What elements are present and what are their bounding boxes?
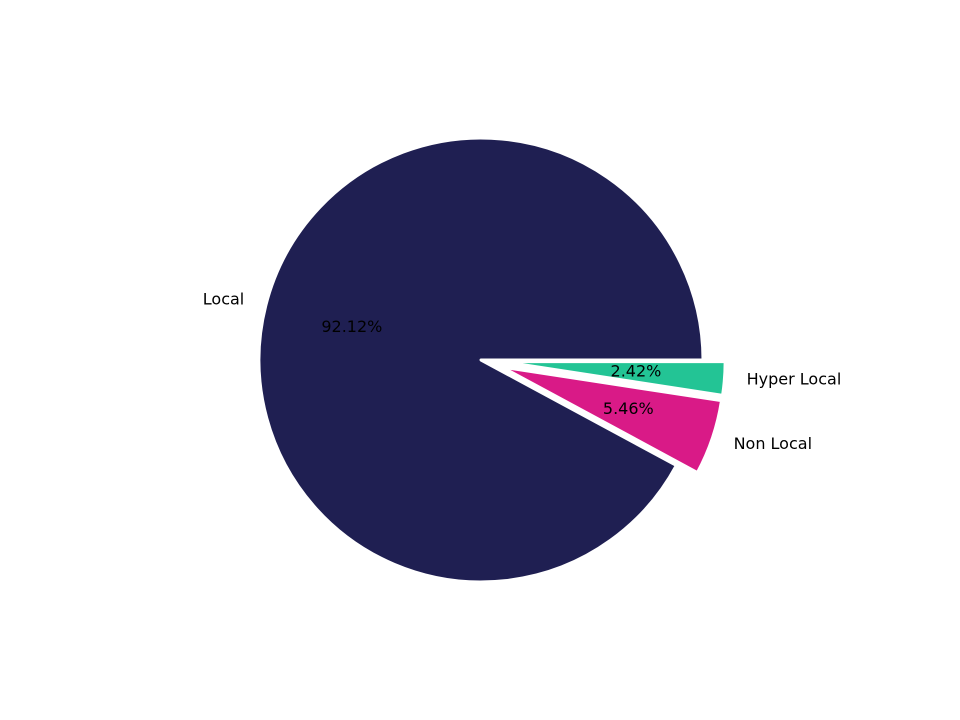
- slice-label: Non Local: [734, 434, 812, 453]
- percent-label: 92.12%: [321, 317, 382, 336]
- slice-label: Local: [203, 290, 244, 309]
- percent-label: 5.46%: [603, 399, 654, 418]
- slice-label: Hyper Local: [747, 370, 842, 389]
- pie-slice: [500, 365, 723, 475]
- pie-slice: [501, 360, 727, 397]
- percent-label: 2.42%: [611, 361, 662, 380]
- pie-slice: [257, 136, 705, 584]
